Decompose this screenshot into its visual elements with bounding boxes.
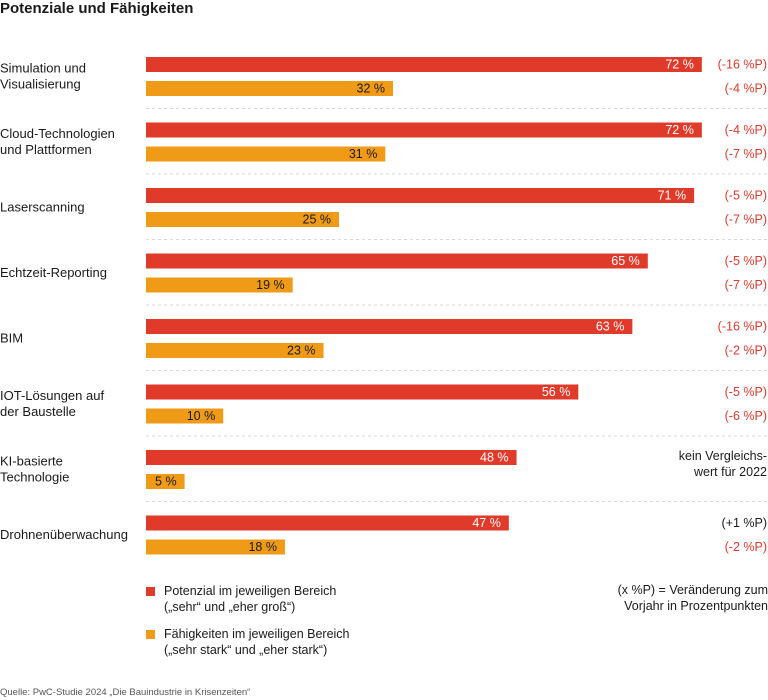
bar-capability-label: 18 % [248,540,277,554]
category-label: Technologie [0,470,69,485]
bar-capability-label: 25 % [303,213,332,227]
source-note: Quelle: PwC-Studie 2024 „Die Bauindustri… [0,687,251,698]
no-comparison-note: kein Vergleichs- [679,449,767,463]
bar-potential-label: 65 % [611,254,640,268]
change-capability: (-7 %P) [725,213,767,227]
legend-potential-label: Potenzial im jeweiligen Bereich [164,584,337,598]
bar-potential [146,319,633,334]
change-capability: (-7 %P) [725,278,767,292]
bar-capability-label: 5 % [155,475,177,489]
bar-capability [146,539,285,555]
bar-capability [146,81,394,96]
bar-potential-label: 72 % [665,123,694,137]
change-note-line2: Vorjahr in Prozentpunkten [624,599,768,613]
change-potential: (-5 %P) [725,254,767,268]
legend-swatch-potential [146,587,155,596]
bar-capability [146,474,185,489]
bar-potential [146,188,695,203]
bar-capability [146,146,386,162]
category-label: Cloud-Technologien [0,126,115,141]
bar-potential-label: 56 % [542,385,571,399]
bar-potential-label: 48 % [480,451,509,465]
legend-capability-label: Fähigkeiten im jeweiligen Bereich [164,627,350,641]
bar-capability [146,408,224,424]
bar-capability-label: 32 % [357,82,386,96]
category-label: Echtzeit-Reporting [0,265,107,280]
bar-potential [146,253,648,269]
change-potential: (-5 %P) [725,385,767,399]
change-capability: (-2 %P) [725,540,767,554]
bar-potential [146,450,517,465]
category-label: Simulation und [0,61,86,76]
bar-capability [146,343,324,358]
category-label: Visualisierung [0,77,81,92]
bar-capability-label: 31 % [349,147,378,161]
bar-potential-label: 47 % [472,516,501,530]
change-potential: (-5 %P) [725,189,767,203]
legend-swatch-capability [146,630,155,639]
bar-potential [146,57,702,72]
change-potential: (-16 %P) [718,320,767,334]
change-capability: (-4 %P) [725,82,767,96]
bar-capability [146,277,293,293]
bar-potential-label: 63 % [596,320,625,334]
change-potential: (+1 %P) [721,516,767,530]
bar-capability-label: 19 % [256,278,285,292]
change-capability: (-6 %P) [725,409,767,423]
change-capability: (-7 %P) [725,147,767,161]
bar-capability-label: 23 % [287,344,316,358]
legend-capability-sublabel: („sehr stark“ und „eher stark“) [164,643,328,657]
bar-potential [146,122,702,138]
bar-potential [146,384,579,400]
change-note: (x %P) = Veränderung zum Vorjahr in Proz… [618,582,768,614]
category-label: und Plattformen [0,142,92,157]
category-label: Drohnenüberwachung [0,527,128,542]
change-capability: (-2 %P) [725,344,767,358]
category-label: KI-basierte [0,454,63,469]
category-label: der Baustelle [0,404,76,419]
change-potential: (-4 %P) [725,123,767,137]
category-label: IOT-Lösungen auf [0,388,104,403]
bar-potential [146,515,509,531]
category-label: Laserscanning [0,200,85,215]
bar-potential-label: 71 % [658,189,687,203]
change-note-line1: (x %P) = Veränderung zum [617,583,768,597]
bar-capability-label: 10 % [187,409,216,423]
bar-capability [146,212,339,227]
legend-potential-sublabel: („sehr“ und „eher groß“) [164,600,296,614]
no-comparison-note: wert für 2022 [693,465,767,479]
category-label: BIM [0,331,23,346]
change-potential: (-16 %P) [718,58,767,72]
bar-potential-label: 72 % [665,58,694,72]
chart-title: Potenziale und Fähigkeiten [0,0,194,17]
